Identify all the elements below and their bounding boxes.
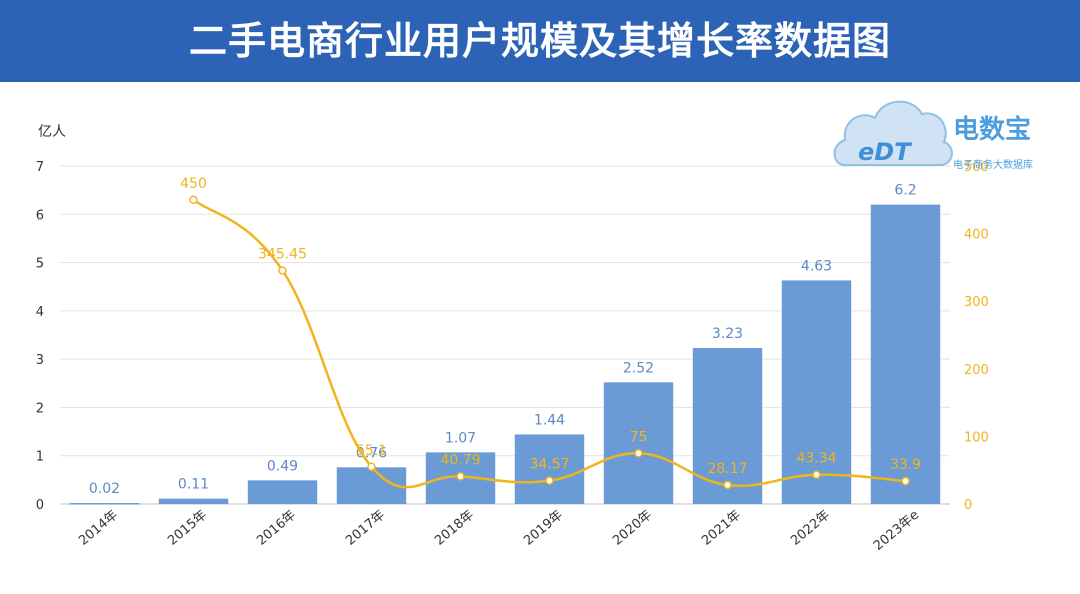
y-tick-label: 4 (36, 305, 44, 320)
bar-label: 1.07 (445, 430, 476, 446)
y-tick-label: 5 (36, 257, 44, 272)
bar-label: 2.52 (623, 360, 654, 376)
line-label: 450 (180, 176, 207, 192)
line-label: 55.1 (356, 443, 387, 459)
x-tick-label: 2018年 (432, 508, 477, 549)
line-point (456, 472, 465, 481)
y2-tick-label: 400 (964, 228, 989, 243)
bar (158, 498, 229, 504)
line-label: 33.9 (890, 457, 921, 473)
bar-label: 0.02 (89, 481, 120, 497)
y-tick-label: 0 (36, 498, 44, 513)
bar-label: 6.2 (894, 183, 916, 199)
line-point (723, 480, 732, 490)
left-axis-ticks: 0 1 2 3 4 5 6 7 (36, 160, 44, 513)
logo-subtitle: 电子商务大数据库 (953, 158, 1033, 171)
logo: eDT 电数宝 电子商务大数据库 (833, 100, 1033, 171)
line-point (278, 266, 287, 275)
line-point (545, 476, 554, 485)
line-point (367, 462, 376, 472)
x-tick-label: 2014年 (76, 508, 121, 549)
bar-label: 3.23 (712, 326, 743, 342)
growth-line (189, 195, 910, 490)
y2-tick-label: 300 (964, 295, 989, 310)
line-label: 43.34 (796, 451, 836, 467)
y-axis-label: 亿人 (38, 124, 66, 140)
y-tick-label: 6 (36, 208, 44, 223)
bar (692, 348, 763, 504)
line-label: 345.45 (258, 246, 307, 262)
line-point (634, 449, 643, 458)
logo-name: 电数宝 (953, 114, 1031, 145)
y-tick-label: 2 (36, 401, 44, 416)
bar-label: 1.44 (534, 412, 565, 428)
line-point (812, 470, 821, 479)
y-tick-label: 1 (36, 450, 44, 465)
bar (781, 280, 852, 504)
bar (603, 382, 674, 504)
page-title: 二手电商行业用户规模及其增长率数据图 (188, 19, 891, 63)
line-label: 40.79 (440, 452, 480, 468)
x-tick-label: 2022年 (788, 508, 833, 549)
line-label: 34.57 (529, 457, 569, 473)
line-label: 75 (630, 429, 648, 445)
line-labels: 450 345.45 55.1 40.79 34.57 75 28.17 43.34 33.9 (180, 176, 921, 477)
x-tick-label: 2020年 (610, 508, 655, 549)
header-banner: 二手电商行业用户规模及其增长率数据图 (0, 0, 1080, 82)
growth-line-path (192, 198, 906, 489)
x-tick-label: 2021年 (699, 508, 744, 549)
x-tick-label: 2023年e (871, 508, 922, 554)
y2-tick-label: 200 (964, 363, 989, 378)
line-point (901, 476, 910, 486)
bar (69, 503, 140, 505)
bar (247, 480, 318, 504)
y-tick-label: 7 (36, 160, 44, 175)
bar-label: 0.49 (267, 458, 298, 474)
bar-label: 4.63 (801, 258, 832, 274)
x-tick-label: 2016年 (254, 508, 299, 549)
x-tick-label: 2015年 (165, 508, 210, 549)
bar (514, 434, 585, 504)
y-tick-label: 3 (36, 353, 44, 368)
y2-tick-label: 0 (964, 498, 972, 513)
logo-mark: eDT (858, 138, 912, 166)
bar (870, 204, 941, 504)
y2-tick-label: 100 (964, 430, 989, 445)
cloud-icon (833, 100, 953, 166)
line-point (189, 195, 198, 205)
right-axis-ticks: 0 100 200 300 400 500 (964, 160, 989, 513)
x-tick-label: 2017年 (343, 508, 388, 549)
y2-tick-label: 500 (964, 160, 989, 175)
line-label: 28.17 (707, 461, 747, 477)
bar-label: 0.11 (178, 477, 209, 493)
x-axis-ticks: 2014年 2015年 2016年 2017年 2018年 2019年 2020年 2021年… (76, 508, 922, 554)
x-tick-label: 2019年 (521, 508, 566, 549)
